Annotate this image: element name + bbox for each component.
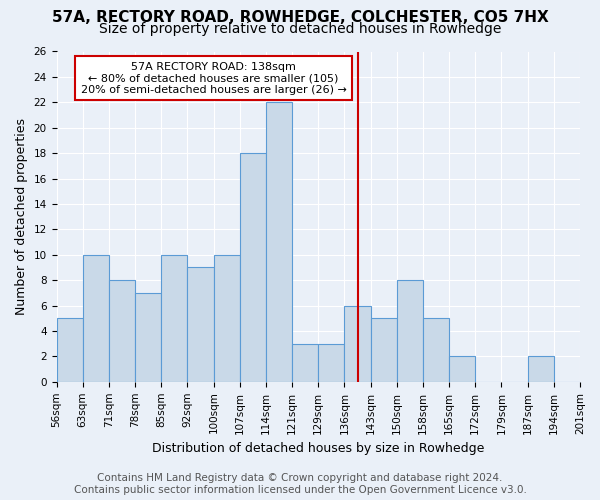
Y-axis label: Number of detached properties: Number of detached properties [15,118,28,315]
Bar [266,102,292,382]
Bar [423,318,449,382]
Bar [318,344,344,382]
X-axis label: Distribution of detached houses by size in Rowhedge: Distribution of detached houses by size … [152,442,484,455]
Bar [135,293,161,382]
Text: Contains HM Land Registry data © Crown copyright and database right 2024.
Contai: Contains HM Land Registry data © Crown c… [74,474,526,495]
Bar [292,344,318,382]
Bar [449,356,475,382]
Bar [344,306,371,382]
Bar [214,255,240,382]
Bar [187,268,214,382]
Text: 57A RECTORY ROAD: 138sqm
← 80% of detached houses are smaller (105)
20% of semi-: 57A RECTORY ROAD: 138sqm ← 80% of detach… [80,62,347,95]
Text: 57A, RECTORY ROAD, ROWHEDGE, COLCHESTER, CO5 7HX: 57A, RECTORY ROAD, ROWHEDGE, COLCHESTER,… [52,10,548,25]
Bar [371,318,397,382]
Text: Size of property relative to detached houses in Rowhedge: Size of property relative to detached ho… [99,22,501,36]
Bar [109,280,135,382]
Bar [56,318,83,382]
Bar [240,153,266,382]
Bar [161,255,187,382]
Bar [527,356,554,382]
Bar [83,255,109,382]
Bar [397,280,423,382]
